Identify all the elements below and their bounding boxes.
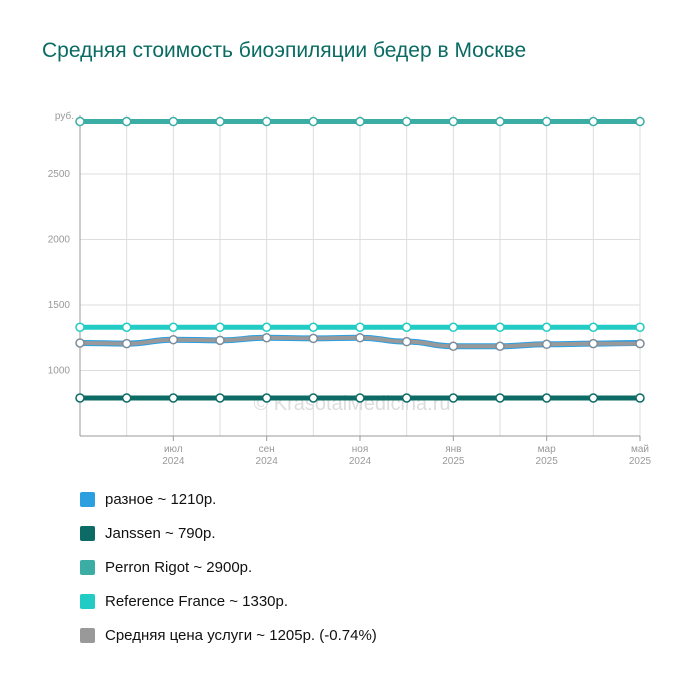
data-point-janssen <box>588 393 599 403</box>
y-tick-label: 1000 <box>48 365 71 376</box>
data-point-perron-rigot <box>541 116 552 127</box>
legend-item-reference-france[interactable]: Reference France ~ 1330р. <box>80 584 377 618</box>
data-point-reference-france <box>355 322 365 333</box>
data-point-reference-france <box>261 322 272 333</box>
data-point-janssen <box>261 393 272 403</box>
data-point-average <box>541 339 552 350</box>
legend-label: Janssen ~ 790р. <box>105 524 216 542</box>
data-point-janssen <box>168 393 179 403</box>
legend-item-raznoe[interactable]: разное ~ 1210р. <box>80 482 377 516</box>
data-point-janssen <box>495 393 505 403</box>
data-point-reference-france <box>635 322 645 333</box>
x-tick-label-month: сен <box>259 444 275 455</box>
data-point-average <box>448 341 459 352</box>
data-point-average <box>75 338 85 348</box>
data-point-reference-france <box>75 322 85 333</box>
data-point-average <box>355 332 365 343</box>
data-point-janssen <box>541 393 552 403</box>
x-tick-label-year: 2024 <box>256 456 279 467</box>
data-point-average <box>261 332 272 343</box>
data-point-perron-rigot <box>355 116 365 127</box>
data-point-reference-france <box>168 322 179 333</box>
data-point-average <box>215 335 225 346</box>
y-tick-label: 2000 <box>48 234 71 245</box>
legend: разное ~ 1210р. Janssen ~ 790р. Perron R… <box>80 482 377 652</box>
y-axis-unit-label: руб. <box>55 110 74 122</box>
x-tick-label-year: 2024 <box>162 456 185 467</box>
series-points <box>75 116 645 403</box>
legend-swatch <box>80 559 95 575</box>
data-point-perron-rigot <box>308 116 319 127</box>
legend-swatch <box>80 491 95 507</box>
x-tick-label-year: 2025 <box>629 456 652 467</box>
data-point-reference-france <box>121 322 132 333</box>
data-point-reference-france <box>495 322 505 333</box>
data-point-perron-rigot <box>635 116 645 127</box>
legend-label: Perron Rigot ~ 2900р. <box>105 558 253 576</box>
legend-label: Средняя цена услуги ~ 1205р. (-0.74%) <box>105 626 377 644</box>
data-point-janssen <box>355 393 365 403</box>
legend-item-janssen[interactable]: Janssen ~ 790р. <box>80 516 377 550</box>
data-point-perron-rigot <box>75 116 85 127</box>
x-tick-label-year: 2025 <box>536 456 559 467</box>
data-point-perron-rigot <box>588 116 599 127</box>
chart-title: Средняя стоимость биоэпиляции бедер в Мо… <box>42 39 527 62</box>
data-point-reference-france <box>215 322 225 333</box>
x-tick-label-month: июл <box>164 444 183 455</box>
data-point-average <box>308 333 319 344</box>
x-tick-label-month: янв <box>445 444 461 455</box>
legend-swatch <box>80 627 95 643</box>
data-point-perron-rigot <box>121 116 132 127</box>
data-point-janssen <box>308 393 319 403</box>
data-point-average <box>588 338 599 349</box>
data-point-janssen <box>75 393 85 403</box>
data-point-perron-rigot <box>168 116 179 127</box>
data-point-reference-france <box>588 322 599 333</box>
legend-swatch <box>80 593 95 609</box>
data-point-perron-rigot <box>495 116 505 127</box>
data-point-janssen <box>121 393 132 403</box>
legend-swatch <box>80 525 95 541</box>
legend-label: разное ~ 1210р. <box>105 490 217 508</box>
x-tick-label-year: 2025 <box>442 456 465 467</box>
data-point-reference-france <box>448 322 459 333</box>
legend-item-average[interactable]: Средняя цена услуги ~ 1205р. (-0.74%) <box>80 618 377 652</box>
data-point-reference-france <box>401 322 412 333</box>
y-tick-label: 2500 <box>48 169 71 180</box>
data-point-janssen <box>635 393 645 403</box>
data-point-average <box>635 338 645 349</box>
data-point-janssen <box>448 393 459 403</box>
y-tick-label: 1500 <box>48 300 71 311</box>
x-tick-label-month: ноя <box>352 444 369 455</box>
x-tick-label-month: мар <box>538 444 556 455</box>
legend-item-perron-rigot[interactable]: Perron Rigot ~ 2900р. <box>80 550 377 584</box>
data-point-reference-france <box>541 322 552 333</box>
axis-labels: 1000150020002500руб.июл2024сен2024ноя202… <box>48 110 652 467</box>
data-point-perron-rigot <box>448 116 459 127</box>
data-point-janssen <box>401 393 412 403</box>
legend-label: Reference France ~ 1330р. <box>105 592 289 610</box>
chart-axes <box>79 115 641 441</box>
data-point-average <box>495 341 505 352</box>
x-tick-label-year: 2024 <box>349 456 372 467</box>
chart-grid <box>79 115 641 436</box>
data-point-janssen <box>215 393 225 403</box>
x-tick-label-month: май <box>631 444 649 455</box>
data-point-average <box>168 334 179 345</box>
data-point-perron-rigot <box>261 116 272 127</box>
data-point-average <box>401 336 412 347</box>
data-point-perron-rigot <box>215 116 225 127</box>
data-point-average <box>121 338 132 349</box>
data-point-perron-rigot <box>401 116 412 127</box>
data-point-reference-france <box>308 322 319 333</box>
